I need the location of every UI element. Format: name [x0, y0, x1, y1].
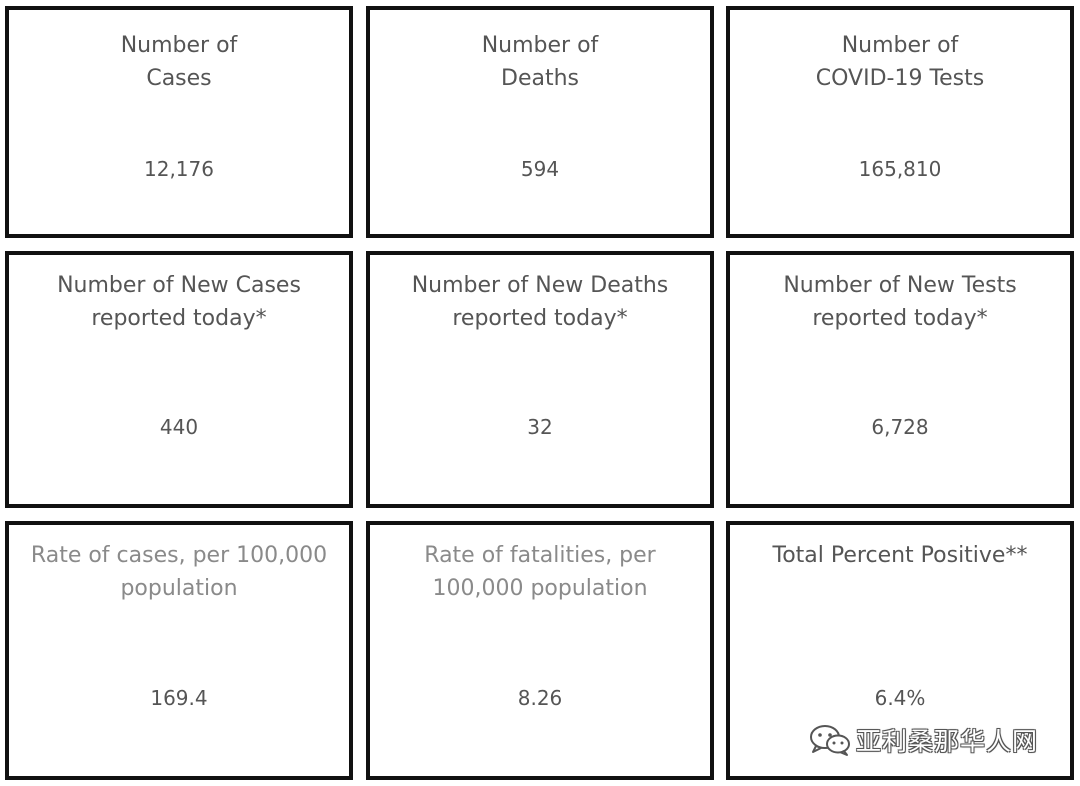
card-total-percent-positive: Total Percent Positive** 6.4%	[726, 521, 1074, 780]
watermark-text: 亚利桑那华人网	[856, 727, 1039, 756]
card-rate-of-cases: Rate of cases, per 100,000 population 16…	[5, 521, 353, 780]
card-number-of-cases: Number of Cases 12,176	[5, 6, 353, 238]
card-value: 32	[527, 415, 553, 439]
card-new-cases-today: Number of New Cases reported today* 440	[5, 251, 353, 508]
card-value: 6,728	[871, 415, 929, 439]
card-value: 440	[159, 415, 199, 439]
card-title: Number of Cases	[120, 33, 238, 91]
watermark: 亚利桑那华人网	[806, 722, 1038, 758]
card-new-deaths-today: Number of New Deaths reported today* 32	[366, 251, 714, 508]
card-number-of-tests: Number of COVID-19 Tests 165,810	[726, 6, 1074, 238]
card-new-tests-today: Number of New Tests reported today* 6,72…	[726, 251, 1074, 508]
wechat-icon	[810, 725, 850, 756]
card-value: 6.4%	[874, 686, 926, 710]
card-value: 8.26	[517, 686, 563, 710]
card-title: Rate of cases, per 100,000 population	[30, 543, 328, 601]
card-title: Number of New Deaths reported today*	[411, 273, 669, 331]
card-rate-of-fatalities: Rate of fatalities, per 100,000 populati…	[366, 521, 714, 780]
card-title: Number of New Cases reported today*	[57, 273, 301, 331]
card-value: 169.4	[150, 686, 208, 710]
card-value: 12,176	[144, 157, 214, 181]
card-title: Total Percent Positive**	[772, 543, 1028, 568]
card-title: Number of COVID-19 Tests	[815, 33, 985, 91]
card-value: 594	[520, 157, 560, 181]
card-number-of-deaths: Number of Deaths 594	[366, 6, 714, 238]
card-title: Number of New Tests reported today*	[783, 273, 1017, 331]
card-value: 165,810	[858, 157, 942, 181]
card-title: Rate of fatalities, per 100,000 populati…	[424, 543, 656, 601]
card-title: Number of Deaths	[481, 33, 599, 91]
